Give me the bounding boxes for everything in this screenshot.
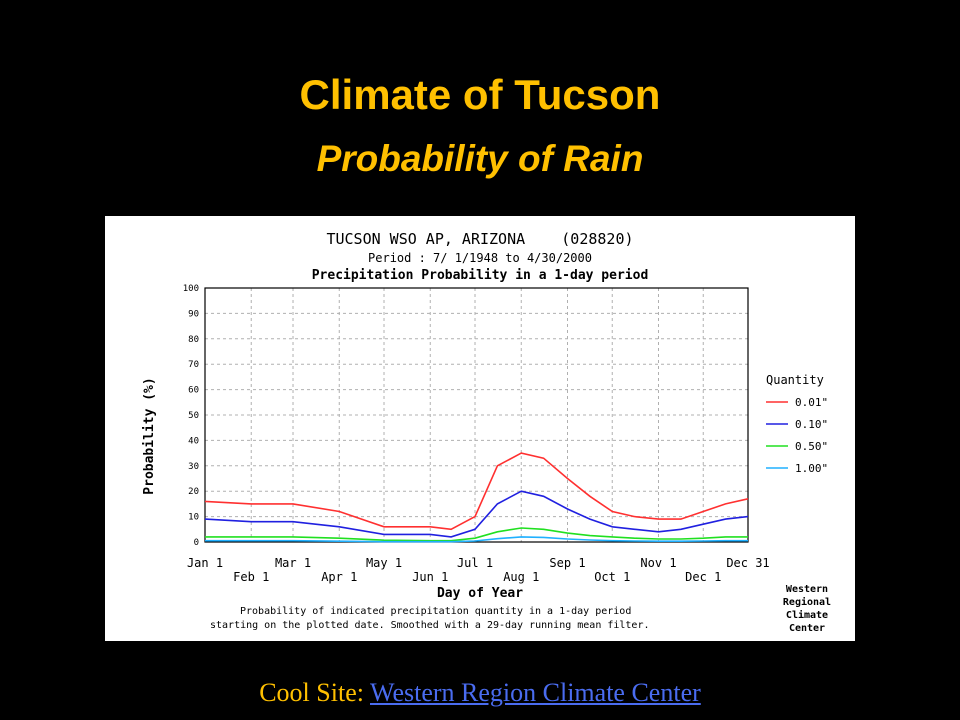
y-axis-label: Probability (%) [142, 377, 157, 494]
legend-label: 0.10" [795, 418, 828, 431]
y-tick-labels: 0 10 20 30 40 50 60 70 80 90 100 [183, 284, 199, 548]
y-tick-label: 30 [188, 462, 199, 472]
x-tick-label: Mar 1 [275, 556, 311, 570]
credit-line-4: Center [789, 623, 825, 634]
x-tick-label: Nov 1 [640, 556, 676, 570]
y-tick-label: 60 [188, 386, 199, 396]
series-line [205, 536, 748, 543]
credit-line-3: Climate [786, 609, 828, 621]
y-tick-label: 20 [188, 487, 199, 497]
legend-label: 0.50" [795, 440, 828, 453]
precipitation-probability-chart: TUCSON WSO AP, ARIZONA (028820) Period :… [105, 216, 855, 641]
x-tick-label: Oct 1 [594, 570, 630, 584]
credit-line-2: Regional [783, 596, 831, 608]
x-tick-label: Sep 1 [549, 556, 585, 570]
legend-label: 1.00" [795, 462, 828, 475]
x-tick-label: Aug 1 [503, 570, 539, 584]
y-tick-label: 100 [183, 284, 199, 294]
y-tick-label: 80 [188, 335, 199, 345]
wrcc-link[interactable]: Western Region Climate Center [370, 678, 701, 707]
series-lines [204, 452, 749, 543]
slide-title: Climate of Tucson [299, 71, 661, 118]
chart-note-line-1: Probability of indicated precipitation q… [240, 606, 631, 617]
chart-note-line-2: starting on the plotted date. Smoothed w… [210, 620, 650, 631]
chart-heading: Precipitation Probability in a 1-day per… [312, 268, 649, 283]
plot-frame [204, 287, 749, 543]
x-tick-label: Feb 1 [233, 570, 269, 584]
series-line [204, 452, 749, 531]
legend-label: 0.01" [795, 396, 828, 409]
legend-title: Quantity [766, 373, 824, 387]
x-tick-label: Jun 1 [412, 570, 448, 584]
y-tick-label: 0 [194, 538, 199, 548]
series-line [204, 490, 749, 538]
slide-subtitle: Probability of Rain [316, 138, 644, 179]
x-axis-label: Day of Year [437, 586, 523, 601]
legend: 0.01" 0.10" 0.50" 1.00" [766, 396, 828, 475]
x-tick-label: May 1 [366, 556, 402, 570]
y-tick-label: 70 [188, 360, 199, 370]
footer: Cool Site: Western Region Climate Center [0, 676, 960, 710]
chart-title: TUCSON WSO AP, ARIZONA (028820) [326, 230, 633, 248]
footer-prefix: Cool Site: [259, 678, 364, 707]
x-tick-label: Dec 31 [726, 556, 769, 570]
x-tick-label: Jan 1 [187, 556, 223, 570]
y-tick-label: 90 [188, 309, 199, 319]
y-tick-label: 10 [188, 513, 199, 523]
y-tick-label: 50 [188, 411, 199, 421]
x-tick-label: Jul 1 [457, 556, 493, 570]
chart-grid [205, 288, 748, 542]
x-tick-label: Dec 1 [685, 570, 721, 584]
x-tick-label: Apr 1 [321, 570, 357, 584]
x-tick-labels: Jan 1 Mar 1 May 1 Jul 1 Sep 1 Nov 1 Dec 31 Feb … [187, 556, 770, 584]
series-line [205, 527, 748, 542]
credit-line-1: Western [786, 584, 828, 595]
chart-subtitle: Period : 7/ 1/1948 to 4/30/2000 [368, 251, 592, 265]
y-tick-label: 40 [188, 436, 199, 446]
